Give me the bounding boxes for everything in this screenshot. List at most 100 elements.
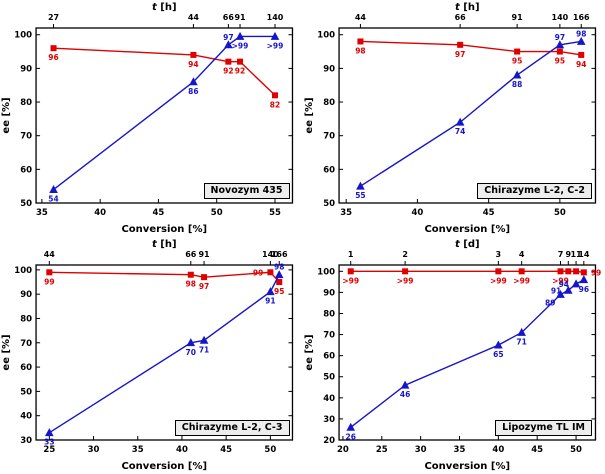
y-axis-title: ee [%] bbox=[304, 334, 315, 370]
time-tick-label: 140 bbox=[267, 13, 284, 22]
data-point-blue bbox=[186, 338, 196, 347]
plot-frame bbox=[35, 27, 294, 204]
y-tick-label: 70 bbox=[20, 339, 32, 349]
data-point-blue bbox=[563, 285, 573, 294]
point-label: 92 bbox=[223, 67, 233, 76]
data-point-blue bbox=[579, 275, 588, 284]
y-tick-label: 80 bbox=[20, 98, 32, 108]
x-tick-label: 20 bbox=[337, 445, 349, 455]
y-tick-label: 50 bbox=[323, 373, 335, 383]
point-label: 98 bbox=[186, 280, 196, 289]
time-tick-label: 3 bbox=[495, 250, 501, 259]
chart-cell-novozym-435: 50 60 70 80 90 100 35 40 45 50 55 27 44 66 91 140 t [h] C… bbox=[0, 0, 303, 237]
y-tick-label: 90 bbox=[20, 290, 32, 300]
chart-cell-chirazyme-l2-c2: 50 60 70 80 90 100 35 40 45 50 44 66 91 140 166 t [h] Co… bbox=[303, 0, 605, 237]
y-tick-label: 70 bbox=[323, 331, 335, 341]
y-axis-title: ee [%] bbox=[1, 97, 12, 133]
time-tick-label: 14 bbox=[578, 250, 590, 259]
x-tick-label: 45 bbox=[153, 208, 165, 218]
point-label: 95 bbox=[511, 57, 521, 66]
point-label: 82 bbox=[270, 100, 280, 109]
series-line-blue bbox=[359, 40, 581, 187]
point-label: 97 bbox=[223, 33, 233, 42]
point-label: 74 bbox=[454, 127, 464, 136]
y-tick-label: 60 bbox=[20, 363, 32, 373]
enzyme-label-novozym-435: Novozym 435 bbox=[203, 183, 290, 199]
time-tick-label: 2 bbox=[402, 250, 408, 259]
time-tick-label: 44 bbox=[188, 13, 200, 22]
data-point-red bbox=[190, 51, 197, 58]
point-label: 71 bbox=[199, 345, 209, 354]
time-tick-label: 140 bbox=[551, 13, 568, 22]
data-point-red bbox=[401, 268, 408, 275]
data-point-red bbox=[513, 48, 520, 55]
x-tick-label: 50 bbox=[211, 208, 223, 218]
point-label: >99 bbox=[396, 276, 413, 285]
time-tick-label: 66 bbox=[185, 250, 197, 259]
data-point-blue bbox=[400, 380, 409, 389]
x-tick-label: 45 bbox=[220, 445, 232, 455]
enzyme-label-chirazyme-l2-c3: Chirazyme L-2, C-3 bbox=[174, 420, 290, 436]
time-tick-label: 66 bbox=[223, 13, 235, 22]
data-point-red bbox=[494, 268, 501, 275]
data-point-red bbox=[518, 268, 525, 275]
data-point-red bbox=[276, 279, 283, 286]
chart-novozym-435: 50 60 70 80 90 100 35 40 45 50 55 27 44 66 91 140 t [h] C… bbox=[1, 2, 294, 235]
point-label: 99 bbox=[44, 277, 54, 286]
x-tick-label: 45 bbox=[482, 208, 494, 218]
data-point-red bbox=[456, 41, 463, 48]
y-tick-label: 80 bbox=[323, 98, 335, 108]
x-tick-label: 35 bbox=[453, 445, 465, 455]
y-tick-label: 20 bbox=[323, 436, 335, 446]
point-label: 26 bbox=[345, 432, 355, 441]
data-point-blue bbox=[493, 340, 503, 349]
x-tick-label: 30 bbox=[88, 445, 100, 455]
y-tick-label: 100 bbox=[14, 31, 32, 41]
data-point-red bbox=[572, 268, 579, 275]
point-label: 97 bbox=[554, 33, 564, 42]
point-label: 94 bbox=[576, 60, 586, 69]
point-label: 55 bbox=[355, 191, 365, 200]
point-label: 96 bbox=[48, 53, 58, 62]
y-tick-label: 100 bbox=[317, 31, 335, 41]
point-label: 88 bbox=[511, 80, 521, 89]
data-point-blue bbox=[235, 31, 245, 40]
x-tick-label: 30 bbox=[414, 445, 426, 455]
x-axis-title: Conversion [%] bbox=[121, 461, 207, 472]
point-label: 54 bbox=[48, 195, 58, 204]
x-tick-label: 25 bbox=[375, 445, 387, 455]
point-label: 70 bbox=[186, 348, 196, 357]
series-line-blue bbox=[48, 274, 280, 434]
y-axis-title: ee [%] bbox=[304, 97, 315, 133]
y-tick-label: 30 bbox=[323, 415, 335, 425]
y-tick-label: 100 bbox=[317, 267, 335, 277]
point-label: 71 bbox=[516, 337, 526, 346]
x-axis-title: Conversion [%] bbox=[121, 224, 207, 235]
series-line-red bbox=[350, 270, 584, 274]
time-tick-label: 91 bbox=[234, 13, 246, 22]
x-tick-label: 35 bbox=[132, 445, 144, 455]
data-point-blue bbox=[512, 70, 521, 79]
top-axis-title: t [d] bbox=[454, 239, 479, 250]
y-tick-label: 40 bbox=[323, 394, 335, 404]
time-tick-label: 7 bbox=[557, 250, 563, 259]
x-tick-label: 35 bbox=[340, 208, 352, 218]
point-label: 91 bbox=[550, 286, 560, 295]
y-tick-label: 30 bbox=[20, 436, 32, 446]
point-label: 33 bbox=[44, 438, 54, 447]
data-point-blue bbox=[189, 77, 198, 86]
data-point-blue bbox=[555, 289, 565, 298]
point-label: 91 bbox=[265, 297, 275, 306]
x-tick-label: 40 bbox=[176, 445, 188, 455]
data-point-red bbox=[201, 274, 208, 281]
x-tick-label: 45 bbox=[531, 445, 543, 455]
point-label: 97 bbox=[199, 282, 209, 291]
time-tick-label: 4 bbox=[518, 250, 524, 259]
x-tick-label: 55 bbox=[269, 208, 281, 218]
y-tick-label: 90 bbox=[20, 64, 32, 74]
data-point-blue bbox=[555, 40, 564, 49]
data-point-red bbox=[225, 58, 232, 65]
data-point-blue bbox=[274, 270, 284, 279]
